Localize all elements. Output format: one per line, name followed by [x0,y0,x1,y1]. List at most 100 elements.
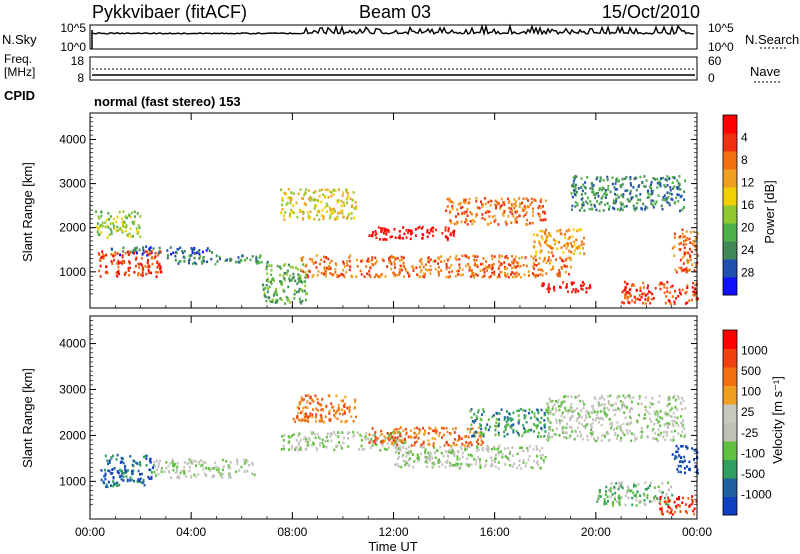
echo-cell [422,440,425,444]
echo-cell [494,453,497,457]
echo-cell [646,424,649,428]
echo-cell [460,212,463,216]
echo-cell [683,235,686,238]
echo-cell [646,487,649,491]
echo-cell [338,412,341,415]
echo-cell [675,504,678,508]
echo-cell [526,447,529,450]
echo-cell [103,254,106,258]
echo-cell [687,251,690,255]
echo-cell [329,272,332,275]
echo-cell [370,440,373,444]
echo-cell [544,232,547,236]
echo-cell [537,212,540,216]
echo-cell [399,264,402,268]
echo-cell [112,480,115,483]
echo-cell [613,413,616,417]
echo-cell [487,447,490,450]
echo-cell [650,183,652,187]
echo-cell [528,274,530,277]
echo-cell [411,265,414,268]
echo-cell [635,437,638,441]
echo-cell [445,262,448,266]
echo-cell [657,428,660,431]
echo-cell [368,441,371,444]
echo-cell [685,268,688,272]
echo-cell [284,211,287,214]
echo-cell [451,449,454,452]
echo-cell [641,181,644,185]
echo-cell [307,437,310,440]
echo-cell [516,409,519,413]
echo-cell [102,480,105,484]
echo-cell [402,429,405,432]
echo-cell [311,444,314,447]
echo-cell [453,222,456,226]
echo-cell [279,280,282,283]
echo-cell [667,398,670,402]
echo-cell [179,260,182,263]
echo-cell [515,429,518,433]
echo-cell [116,252,119,255]
echo-cell [663,286,666,289]
echo-cell [628,200,631,203]
echo-cell [219,473,222,477]
echo-cell [503,267,506,271]
echo-cell [421,225,424,229]
echo-cell [367,257,370,260]
echo-cell [574,189,577,192]
echo-cell [186,462,189,465]
echo-cell [290,447,293,450]
echo-cell [144,265,147,268]
echo-cell [428,260,430,264]
echo-cell [447,276,450,279]
echo-cell [679,248,682,252]
echo-cell [641,430,644,434]
echo-cell [156,459,158,463]
echo-cell [435,431,438,435]
echo-cell [469,430,471,434]
echo-cell [441,436,443,439]
echo-cell [639,430,642,433]
echo-cell [137,272,140,275]
echo-cell [651,292,654,296]
echo-cell [424,460,427,464]
echo-cell [158,246,161,250]
echo-cell [643,175,646,178]
echo-cell [570,192,573,195]
echo-cell [647,189,649,193]
echo-cell [125,470,128,473]
echo-cell [112,484,115,488]
echo-cell [343,202,345,206]
echo-cell [299,277,302,280]
echo-cell [269,300,272,303]
echo-cell [678,288,681,292]
echo-cell [570,208,573,211]
echo-cell [663,291,666,294]
echo-cell [308,414,311,418]
echo-cell [447,229,450,233]
echo-cell [298,440,301,444]
echo-cell [503,203,506,206]
echo-cell [160,470,163,474]
echo-cell [582,247,584,250]
echo-cell [142,246,144,249]
echo-cell [644,405,647,409]
echo-cell [548,397,551,400]
echo-cell [664,438,667,442]
echo-cell [666,175,669,178]
colorbar-tick-label: 16 [741,198,755,212]
echo-cell [409,435,412,438]
y-tick-label: 1000 [59,265,86,279]
echo-cell [580,287,583,290]
echo-cell [679,242,682,245]
echo-cell [453,443,456,447]
echo-cell [483,465,486,468]
echo-cell [614,182,617,185]
echo-cell [371,444,374,447]
echo-cell [580,423,583,426]
echo-cell [678,183,681,186]
echo-cell [670,197,673,201]
echo-cell [605,414,608,418]
echo-cell [475,415,478,418]
